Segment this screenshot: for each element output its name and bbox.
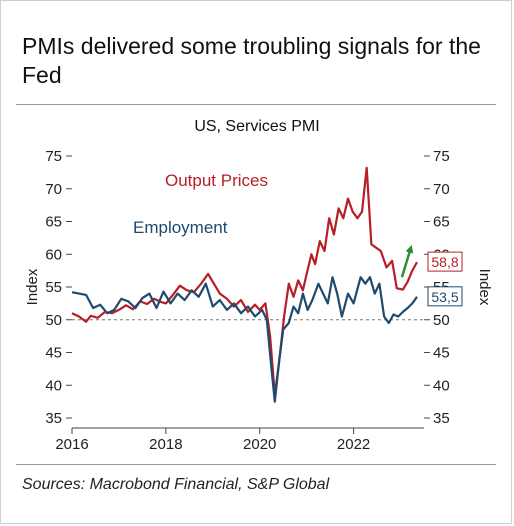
footer-divider bbox=[16, 464, 496, 465]
series-label-employment: Employment bbox=[133, 218, 228, 237]
end-label-employment: 53,5 bbox=[431, 289, 458, 305]
y-tick-label-right-75: 75 bbox=[433, 148, 450, 165]
end-label-box-employment bbox=[427, 286, 463, 307]
y-tick-label-left-40: 40 bbox=[45, 377, 62, 394]
y-axis-label-right: Index bbox=[476, 269, 493, 306]
x-tick-label-2022: 2022 bbox=[337, 436, 370, 453]
x-tick-label-2016: 2016 bbox=[55, 436, 88, 453]
y-tick-label-right-35: 35 bbox=[433, 410, 450, 427]
end-label-output-prices: 58,8 bbox=[431, 254, 458, 270]
y-tick-label-left-35: 35 bbox=[45, 410, 62, 427]
series-line-output-prices bbox=[71, 166, 418, 397]
y-tick-label-left-75: 75 bbox=[45, 148, 62, 165]
y-tick-label-right-65: 65 bbox=[433, 214, 450, 231]
y-tick-label-left-60: 60 bbox=[45, 246, 62, 263]
y-tick-label-left-70: 70 bbox=[45, 181, 62, 198]
x-tick-label-2020: 2020 bbox=[243, 436, 276, 453]
end-label-box-output-prices bbox=[427, 251, 463, 272]
y-tick-label-right-50: 50 bbox=[433, 312, 450, 329]
y-tick-label-right-45: 45 bbox=[433, 345, 450, 362]
y-tick-label-right-40: 40 bbox=[433, 377, 450, 394]
y-tick-label-left-50: 50 bbox=[45, 312, 62, 329]
y-axis-label-left: Index bbox=[24, 268, 41, 305]
page-title: PMIs delivered some troubling signals fo… bbox=[22, 33, 481, 88]
y-tick-label-left-65: 65 bbox=[45, 214, 62, 231]
y-tick-label-right-70: 70 bbox=[433, 181, 450, 198]
trend-arrow bbox=[400, 244, 414, 278]
series-line-employment bbox=[71, 276, 418, 403]
source-note: Sources: Macrobond Financial, S&P Global bbox=[22, 476, 330, 493]
y-tick-label-left-55: 55 bbox=[45, 279, 62, 296]
y-tick-label-left-45: 45 bbox=[45, 345, 62, 362]
chart-subtitle: US, Services PMI bbox=[194, 118, 320, 135]
x-tick-label-2018: 2018 bbox=[149, 436, 182, 453]
title-divider bbox=[16, 104, 496, 105]
series-label-output-prices: Output Prices bbox=[165, 171, 268, 190]
